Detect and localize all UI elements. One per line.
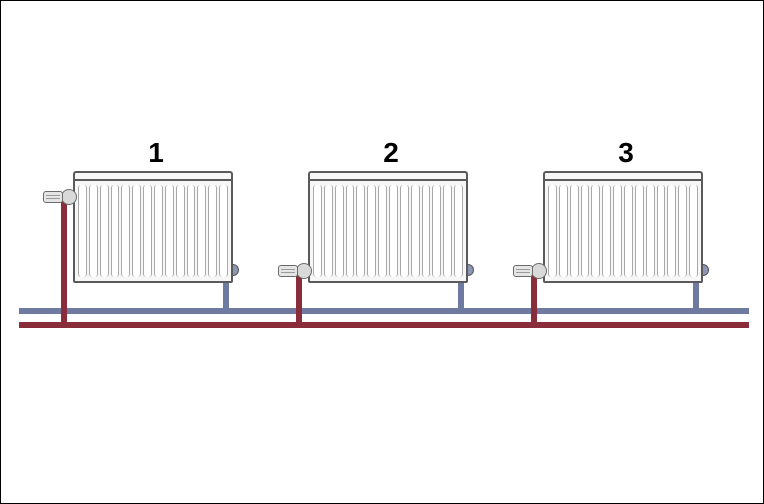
thermostatic-valve-3 [521,259,551,283]
radiator-1 [73,179,233,283]
diagram-canvas: 1 2 3 [0,0,764,504]
radiator-label-3: 3 [606,137,646,169]
thermostatic-valve-2 [286,259,316,283]
radiator-label-1: 1 [136,137,176,169]
radiator-label-2: 2 [371,137,411,169]
thermostatic-valve-1 [51,185,81,209]
main-supply-pipe [19,322,749,328]
main-return-pipe [19,308,749,314]
radiator-2 [308,179,468,283]
radiator-3 [543,179,703,283]
supply-riser-1 [61,193,67,328]
